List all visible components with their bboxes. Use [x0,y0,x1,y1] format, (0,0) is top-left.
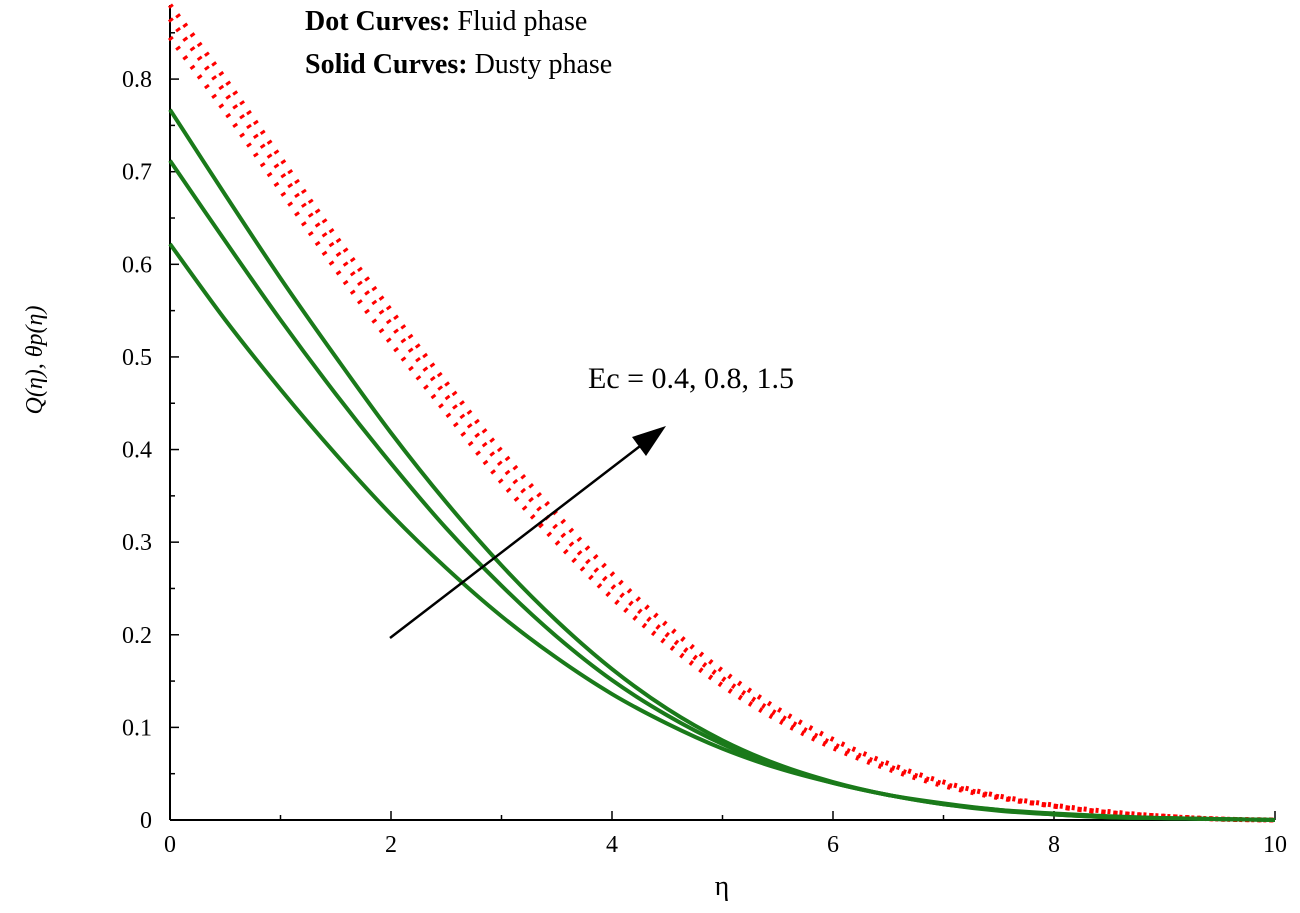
legend: Dot Curves: Fluid phase Solid Curves: Du… [305,6,612,80]
y-tick-label: 0.5 [122,345,152,371]
x-axis-label: η [715,871,730,902]
x-tick-label: 10 [1263,832,1287,858]
annotation-arrow [389,426,666,639]
x-tick-label: 4 [606,832,618,858]
annotation-arrow-head [632,426,666,456]
legend-dusty-bold: Solid Curves: [305,49,468,80]
legend-fluid-bold: Dot Curves: [305,6,450,37]
dusty-phase-curve-3 [168,242,1276,822]
y-axis-label: Q(η), θp(η) [22,306,48,415]
y-tick-label: 0.4 [122,438,152,464]
ticks: 0 2 4 6 8 10 0 0.1 0.2 0.3 0.4 0.5 0.6 0.7 0.8 [122,32,1287,858]
y-tick-label: 0.3 [122,530,152,556]
x-tick-label: 0 [164,832,176,858]
fluid-phase-curve-0 [167,35,1276,823]
x-tick-label: 8 [1048,832,1060,858]
legend-line-fluid: Dot Curves: Fluid phase [305,6,587,37]
y-tick-label: 0.6 [122,252,152,278]
series-group [167,3,1276,823]
y-tick-label: 0.1 [122,715,152,741]
y-tick-label: 0 [140,808,152,834]
x-tick-label: 2 [385,832,397,858]
legend-dusty-text: Dusty phase [468,49,613,80]
annotation-ec: Ec = 0.4, 0.8, 1.5 [588,362,794,395]
axes [169,5,1275,821]
y-tick-label: 0.2 [122,623,152,649]
y-tick-label: 0.7 [122,160,152,186]
y-tick-label: 0.8 [122,67,152,93]
dusty-phase-curve-5 [168,108,1276,822]
x-tick-label: 6 [827,832,839,858]
fluid-phase-curve-2 [167,3,1276,823]
legend-fluid-text: Fluid phase [450,6,587,37]
annotation-arrow-shaft [389,439,649,639]
legend-line-dusty: Solid Curves: Dusty phase [305,49,612,80]
fluid-phase-curve-1 [167,17,1276,823]
dusty-phase-curve-4 [168,159,1276,822]
